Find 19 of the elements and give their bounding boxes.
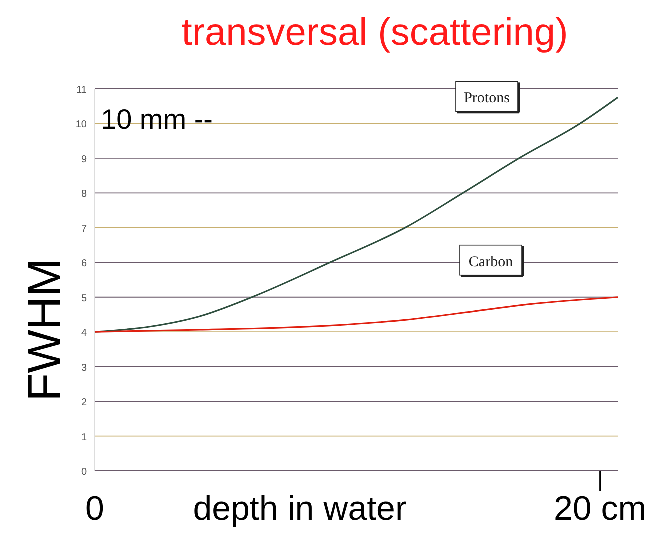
y-tick-label: 5 [81, 293, 88, 304]
y-tick-label: 10 [76, 120, 88, 131]
y-axis-title: FWHM [18, 258, 70, 402]
y-tick-label: 6 [81, 258, 88, 270]
y-tick-label: 7 [81, 224, 88, 235]
text: Carbon [468, 254, 514, 270]
y-tick-label: 0 [81, 467, 88, 478]
line-series [94, 296, 619, 333]
text: Protons [464, 90, 510, 107]
y-tick-label: 9 [81, 154, 88, 166]
y-tick-label: 3 [81, 362, 88, 374]
x-tick-label: 20 cm [554, 490, 647, 528]
y-tick-label: 11 [76, 85, 88, 96]
x-axis-title: depth in water [193, 490, 407, 528]
y-tick-label: 1 [81, 432, 88, 444]
y-tick-label: 2 [81, 398, 88, 409]
chart-title: transversal (scattering) [182, 12, 568, 54]
y-tick-label: 4 [81, 328, 88, 340]
y-tick-label: 8 [81, 189, 88, 200]
